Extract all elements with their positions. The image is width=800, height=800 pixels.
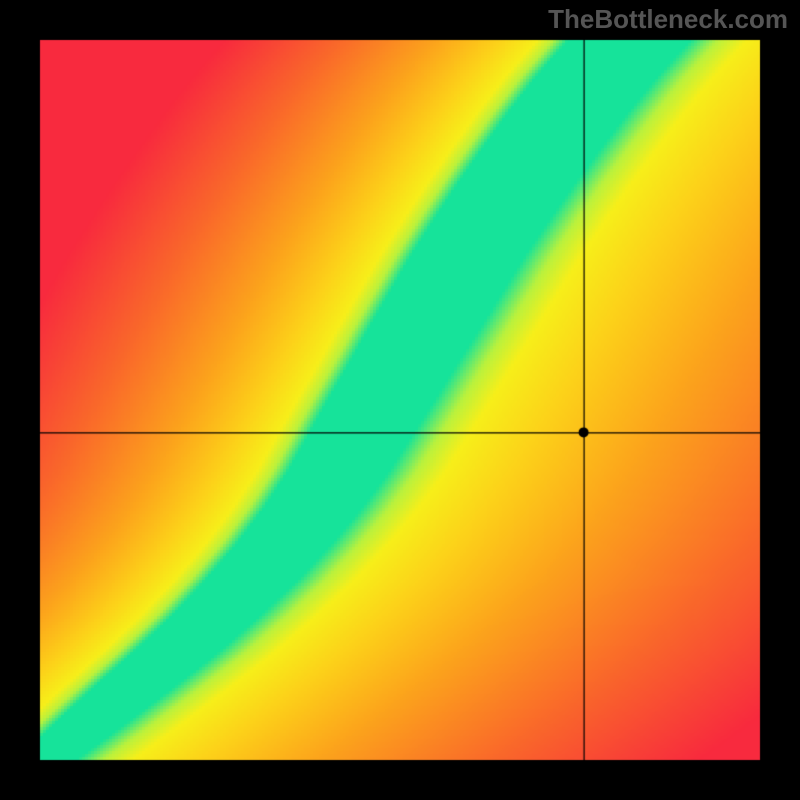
chart-container: { "watermark": { "text": "TheBottleneck.… — [0, 0, 800, 800]
watermark-text: TheBottleneck.com — [548, 4, 788, 35]
bottleneck-heatmap — [0, 0, 800, 800]
